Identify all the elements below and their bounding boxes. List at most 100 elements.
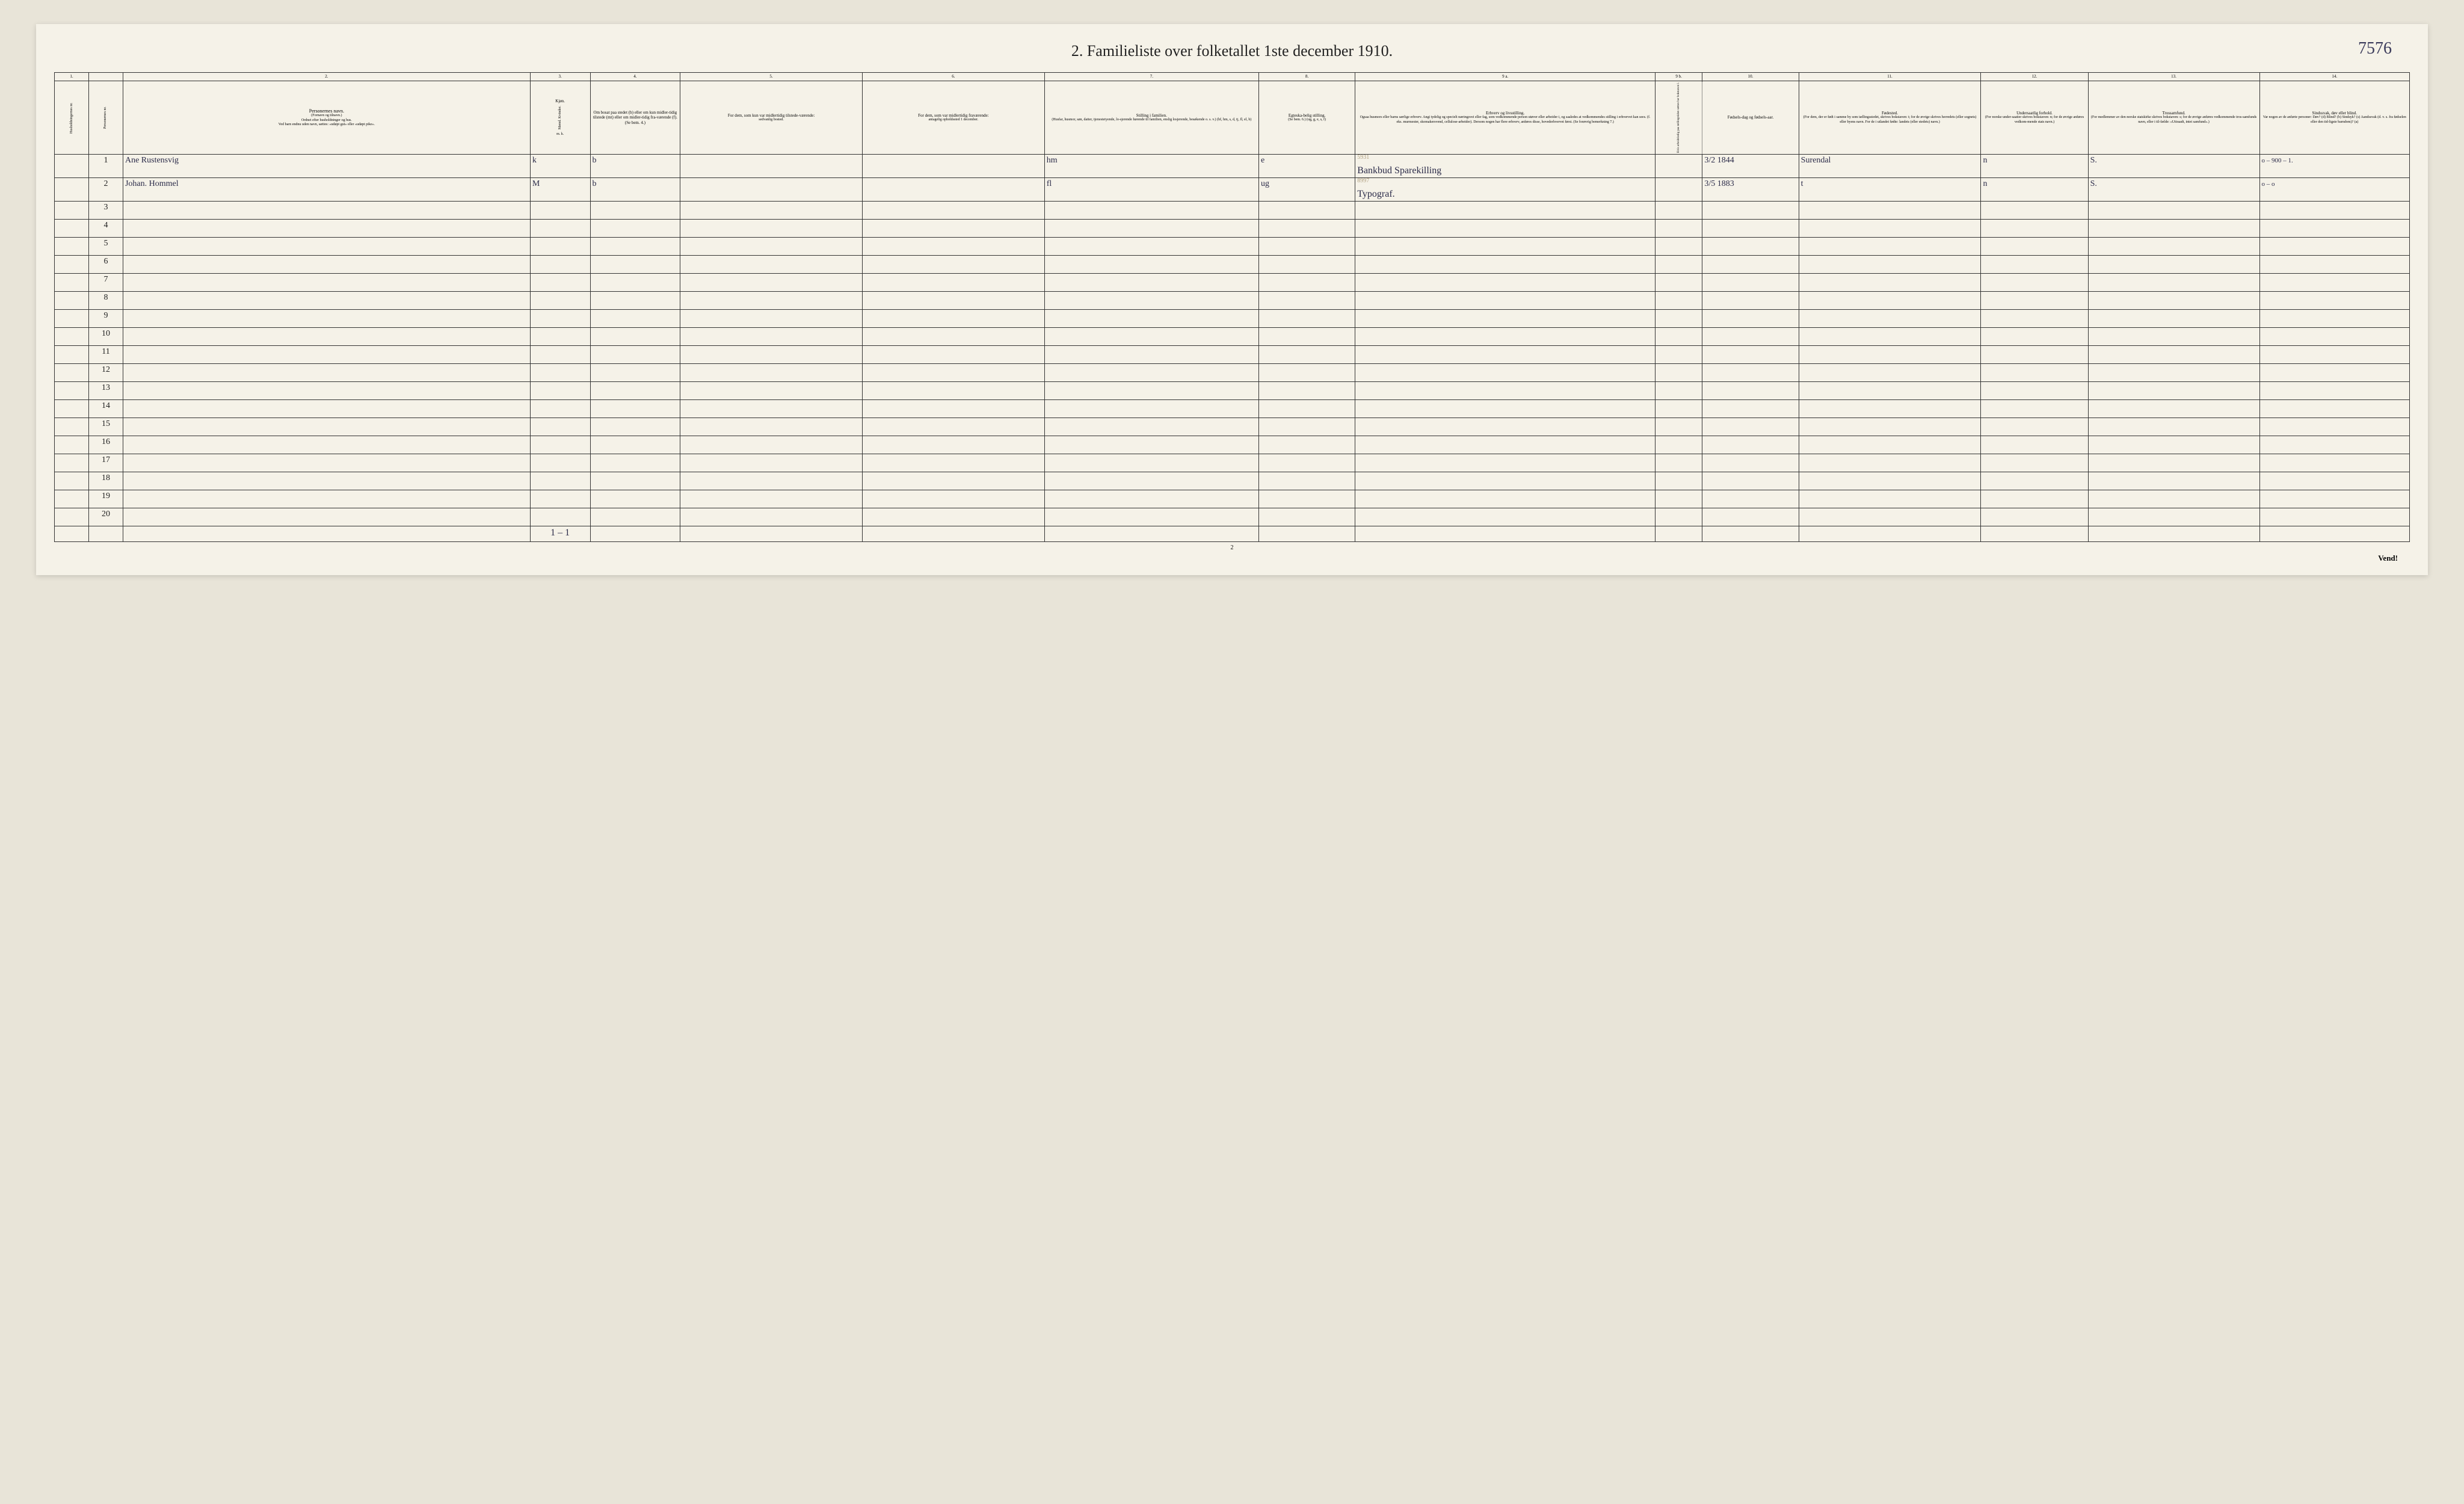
cell-empty [1799,201,1981,219]
col-num: 1. [55,73,89,81]
cell-empty [862,345,1044,363]
cell-person-nr: 1 [88,154,123,177]
cell-hush-nr [55,363,89,381]
hdr-undersaat: Undersaatlig forhold. (For norske under-… [1981,81,2088,155]
cell-empty [1799,490,1981,508]
cell-empty [2259,273,2409,291]
cell-empty [862,237,1044,255]
cell-hush-nr [55,309,89,327]
census-page: 7576 2. Familieliste over folketallet 1s… [36,24,2428,575]
cell-empty [862,255,1044,273]
cell-hush-nr [55,418,89,436]
cell-empty [1702,454,1799,472]
cell-person-nr: 8 [88,291,123,309]
cell-hush-nr [55,454,89,472]
hdr-egteskab: Egteska-belig stilling. (Se bem. 6.) (ug… [1258,81,1355,155]
cell-empty [1799,399,1981,418]
cell-empty [1702,237,1799,255]
cell-empty [530,201,590,219]
cell-empty [2259,399,2409,418]
col-num: 3. [530,73,590,81]
hdr-stilling-t: Stilling i familien. [1047,113,1257,118]
cell-empty [530,273,590,291]
cell-empty [1258,508,1355,526]
hdr-husholdning-nr: Husholdningernes nr. [55,81,89,155]
page-title: 2. Familieliste over folketallet 1ste de… [54,42,2410,60]
cell-empty [680,418,863,436]
cell-empty [1044,237,1258,255]
cell-empty [530,309,590,327]
cell-empty [1258,345,1355,363]
header-row: Husholdningernes nr. Personernes nr. Per… [55,81,2410,155]
table-row: 20 [55,508,2410,526]
cell-name: Ane Rustensvig [123,154,530,177]
cell-empty [123,345,530,363]
cell-empty [1044,399,1258,418]
cell-empty [1258,363,1355,381]
cell-person-nr: 9 [88,309,123,327]
hdr-fodested: Fødested. (For dem, der er født i samme … [1799,81,1981,155]
hdr-tilstede: For dem, som kun var midlertidig tilsted… [680,81,863,155]
cell-person-nr: 3 [88,201,123,219]
cell-hush-nr [55,219,89,237]
cell-empty [2259,508,2409,526]
hdr-und-s: (For norske under-saatter skrives boksta… [1983,116,2086,124]
cell-arbeidsledig [1656,154,1702,177]
cell-empty [530,418,590,436]
cell-empty [590,490,680,508]
cell-hush-nr [55,255,89,273]
cell-trossamfund: S. [2088,177,2259,201]
cell-empty [1355,472,1656,490]
cell-empty [590,201,680,219]
cell-empty [1355,508,1656,526]
cell-empty [1355,490,1656,508]
cell-empty [590,291,680,309]
cell-empty [1702,219,1799,237]
table-row: 6 [55,255,2410,273]
cell-empty [1981,508,2088,526]
cell-empty [1258,327,1355,345]
cell-empty [123,381,530,399]
cell-empty [530,381,590,399]
hdr-stilling: Stilling i familien. (Husfar, husmor, sø… [1044,81,1258,155]
cell-empty [1656,490,1702,508]
cell-hush-nr [55,273,89,291]
cell-person-nr: 14 [88,399,123,418]
hdr-erhverv: Erhverv og livsstilling. Ogsaa husmors e… [1355,81,1656,155]
cell-hush-nr [55,436,89,454]
cell-empty [1044,418,1258,436]
cell-person-nr: 15 [88,418,123,436]
cell-person-nr: 19 [88,490,123,508]
cell-empty [2088,255,2259,273]
table-row: 13 [55,381,2410,399]
cell-empty [1044,363,1258,381]
cell-empty [1656,255,1702,273]
cell-empty [1981,237,2088,255]
cell-person-nr: 18 [88,472,123,490]
col-num: 14. [2259,73,2409,81]
cell-empty [2088,219,2259,237]
cell-empty [1799,345,1981,363]
cell-person-nr: 12 [88,363,123,381]
cell-empty [680,363,863,381]
table-row: 10 [55,327,2410,345]
cell-empty [1044,345,1258,363]
cell-empty [862,219,1044,237]
table-row: 1Ane Rustensvigkbhme5931Bankbud Sparekil… [55,154,2410,177]
cell-empty [590,363,680,381]
cell-empty [1799,472,1981,490]
hdr-egt-t: Egteska-belig stilling. [1261,113,1353,118]
hdr-kjon: Kjøn. Mænd. Kvinder. m. k. [530,81,590,155]
cell-empty [1702,436,1799,454]
cell-hush-nr [55,291,89,309]
sum-cell [1355,526,1656,541]
table-row: 15 [55,418,2410,436]
cell-empty [1799,418,1981,436]
cell-empty [2088,399,2259,418]
hdr-kjon-sub: Mænd. Kvinder. [558,106,562,129]
sum-cell [1702,526,1799,541]
sum-cell [2259,526,2409,541]
cell-person-nr: 13 [88,381,123,399]
table-row: 9 [55,309,2410,327]
cell-empty [1799,327,1981,345]
